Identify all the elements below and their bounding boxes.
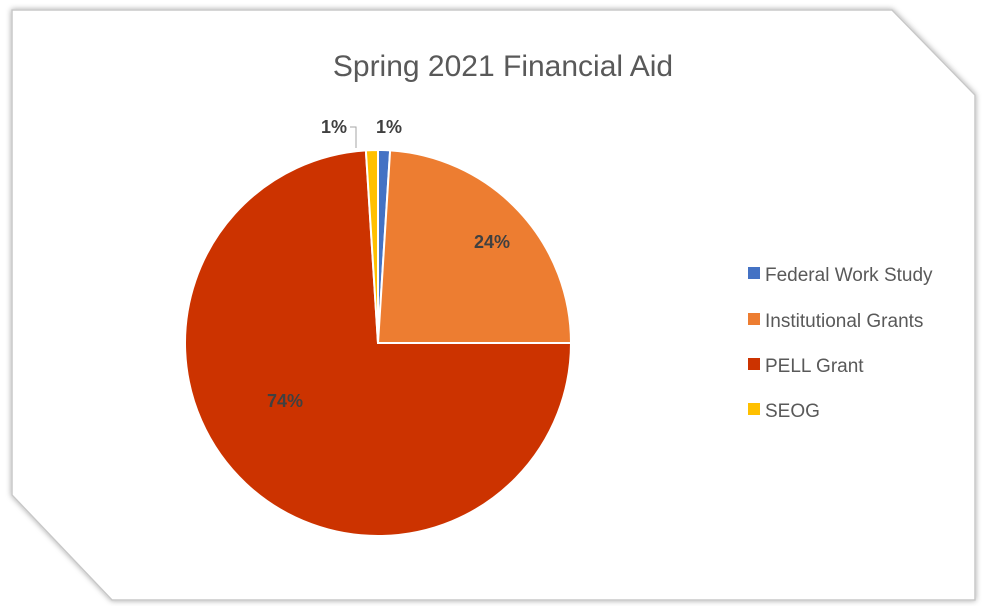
legend-item-seog: SEOG	[748, 401, 820, 422]
legend-swatch-seog	[748, 403, 760, 415]
legend-item-federal-work-study: Federal Work Study	[748, 265, 933, 286]
data-label-federal-work-study: 1%	[376, 117, 402, 137]
data-labels: 1% 1% 24% 74%	[267, 117, 510, 411]
pie-slice-pell-grant	[184, 149, 573, 537]
data-label-pell-grant: 74%	[267, 391, 303, 411]
legend-swatch-pell-grant	[748, 358, 760, 370]
legend-swatch-federal-work-study	[748, 267, 760, 279]
legend-swatch-institutional-grants	[748, 313, 760, 325]
legend-item-pell-grant: PELL Grant	[748, 356, 864, 377]
data-label-institutional-grants: 24%	[474, 232, 510, 252]
pie-slice-seog	[364, 148, 379, 344]
legend-label-pell-grant: PELL Grant	[765, 356, 864, 377]
legend-label-seog: SEOG	[765, 401, 820, 422]
legend-label-institutional-grants: Institutional Grants	[765, 311, 923, 332]
legend-label-federal-work-study: Federal Work Study	[765, 265, 933, 286]
leader-line	[350, 126, 357, 148]
legend-item-institutional-grants: Institutional Grants	[748, 311, 923, 332]
legend: Federal Work Study Institutional Grants …	[748, 265, 933, 422]
chart-title: Spring 2021 Financial Aid	[333, 50, 673, 83]
pie-slices	[184, 148, 573, 537]
pie-slice-institutional-grants	[376, 149, 573, 344]
data-label-seog: 1%	[321, 117, 347, 137]
